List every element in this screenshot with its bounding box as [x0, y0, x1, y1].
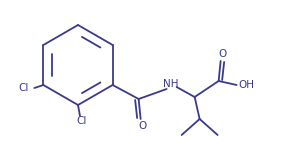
Text: Cl: Cl	[18, 83, 28, 93]
Text: O: O	[139, 121, 147, 131]
Text: Cl: Cl	[77, 116, 87, 126]
Text: NH: NH	[163, 79, 178, 89]
Text: OH: OH	[239, 80, 255, 90]
Text: O: O	[218, 49, 227, 59]
